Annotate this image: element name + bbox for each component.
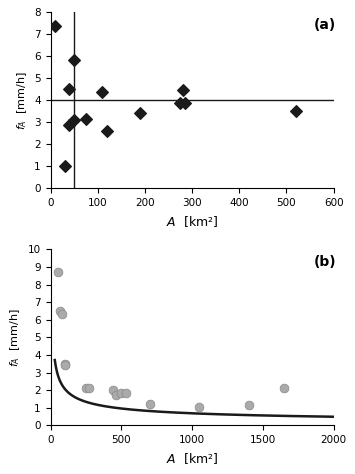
Point (55, 268, 60, 276)
Point (100, 88, 105, 95)
Point (62, 361, 67, 368)
Point (180, 87, 185, 94)
Point (147, 401, 152, 408)
X-axis label: $\mathit{A}$  [km²]: $\mathit{A}$ [km²] (166, 214, 218, 228)
Point (123, 389, 129, 397)
Point (113, 391, 119, 399)
Point (119, 389, 124, 397)
Point (281, 384, 287, 392)
Point (71, 117, 77, 124)
Point (110, 386, 116, 394)
Point (293, 108, 299, 115)
Point (83, 115, 89, 123)
Point (196, 403, 202, 411)
Point (86, 384, 92, 392)
Point (59, 310, 65, 318)
Point (137, 109, 143, 116)
Y-axis label: $f_A$  [mm/h]: $f_A$ [mm/h] (15, 71, 29, 130)
Point (83, 385, 89, 392)
Point (178, 99, 183, 106)
Point (67, 121, 72, 128)
Point (62, 163, 67, 170)
Point (104, 128, 110, 135)
X-axis label: $\mathit{A}$  [km²]: $\mathit{A}$ [km²] (166, 451, 218, 465)
Point (62, 360, 67, 368)
Text: (b): (b) (314, 255, 337, 269)
Text: (a): (a) (314, 18, 336, 32)
Point (53, 22, 58, 29)
Point (67, 86, 72, 93)
Y-axis label: $f_A$  [mm/h]: $f_A$ [mm/h] (8, 308, 22, 367)
Point (246, 401, 252, 409)
Point (58, 307, 63, 315)
Point (182, 99, 188, 106)
Point (71, 56, 77, 64)
